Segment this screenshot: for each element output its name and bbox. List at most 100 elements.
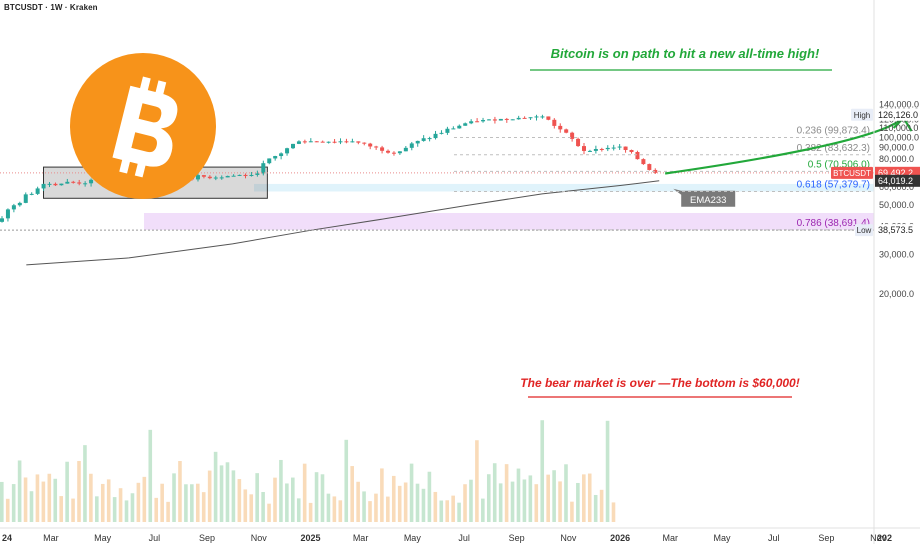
- bitcoin-logo-glyph: [112, 76, 178, 178]
- low-value: 38,573.5: [878, 225, 913, 235]
- x-tick-label: May: [94, 533, 112, 543]
- candle-up: [486, 119, 491, 121]
- price-tags: High 126,126.0 BTCUSDT 69,492.264,019.2 Low 3…: [831, 108, 920, 237]
- volume-bar: [124, 500, 129, 522]
- candle-down: [201, 175, 206, 177]
- candle-down: [599, 148, 604, 150]
- candle-down: [570, 132, 575, 139]
- bitcoin-b-bar: [134, 161, 146, 178]
- fib-0786-band: [144, 212, 874, 230]
- candle-up: [291, 143, 296, 149]
- y-tick-label: 110,000.0: [879, 123, 918, 133]
- volume-bar: [261, 491, 265, 522]
- candle-up: [285, 148, 290, 154]
- volume-bar: [160, 483, 164, 522]
- volume-bar: [546, 474, 550, 522]
- volume-bar: [368, 501, 372, 522]
- candle-up: [481, 120, 486, 122]
- volume-bar: [213, 451, 218, 522]
- high-tag: [851, 108, 873, 121]
- y-tick-label: 80,000.0: [879, 154, 914, 164]
- volume-bar: [172, 473, 176, 522]
- volume-bar: [528, 475, 533, 522]
- candlestick-series: [0, 114, 658, 223]
- bitcoin-b-bar: [119, 158, 131, 174]
- x-tick-label: May: [713, 533, 731, 543]
- volume-bar: [231, 470, 236, 522]
- candle-up: [0, 218, 4, 222]
- x-tick-label: Sep: [509, 533, 525, 543]
- y-tick-label: 100,000.0: [879, 132, 919, 142]
- x-tick-label: Mar: [43, 533, 59, 543]
- candle-up: [195, 175, 200, 180]
- x-tick-label: Jul: [149, 533, 161, 543]
- volume-bar: [201, 492, 206, 522]
- candle-up: [587, 150, 592, 152]
- volume-bar: [510, 481, 515, 522]
- volume-bar: [100, 483, 105, 522]
- volume-bar: [552, 470, 556, 522]
- y-axis: 140,000.0130,000.0120,000.0110,000.0100,…: [879, 100, 919, 299]
- volume-bar: [291, 477, 295, 522]
- symbol-header: BTCUSDT · 1W · Kraken: [4, 3, 98, 12]
- volume-bar: [391, 475, 396, 522]
- projection-arrow: [664, 117, 905, 175]
- volume-bar: [83, 445, 87, 522]
- volume-bar: [397, 485, 402, 522]
- volume-bar: [95, 496, 99, 522]
- candle-up: [23, 194, 28, 203]
- candle-up: [231, 175, 236, 177]
- candle-up: [439, 132, 444, 134]
- bitcoin-b-bar: [155, 80, 167, 96]
- candle-up: [540, 116, 545, 118]
- y-tick-label: 50,000.0: [879, 200, 914, 210]
- candle-up: [225, 175, 230, 178]
- candle-up: [605, 147, 610, 150]
- volume-bar: [534, 484, 539, 522]
- candle-down: [302, 141, 307, 143]
- volume-bar: [53, 478, 58, 522]
- high-value: 126,126.0: [878, 110, 918, 120]
- candle-up: [5, 209, 10, 219]
- candle-up: [219, 177, 224, 179]
- ema233-tag: EMA233: [673, 188, 736, 207]
- ema233-tag-bg: [673, 188, 736, 207]
- candle-down: [71, 181, 76, 183]
- low-tag-text: Low: [857, 226, 872, 235]
- volume-bar: [136, 482, 141, 522]
- volume-bar: [225, 462, 230, 522]
- candle-down: [475, 121, 480, 123]
- candle-up: [498, 118, 503, 121]
- volume-bar: [130, 493, 135, 522]
- x-tick-label: Mar: [353, 533, 369, 543]
- volume-bar: [516, 468, 521, 522]
- volume-bar: [403, 482, 408, 522]
- volume-bar: [207, 470, 212, 522]
- candle-down: [374, 146, 379, 148]
- volume-bar: [522, 479, 527, 522]
- candle-down: [623, 146, 628, 150]
- candle-down: [243, 174, 248, 177]
- volume-bar: [427, 471, 432, 522]
- volume-bar: [320, 474, 325, 522]
- volume-bar: [558, 481, 562, 522]
- last-tag-text: BTCUSDT: [833, 169, 871, 178]
- volume-bar: [65, 461, 69, 522]
- candle-down: [368, 143, 373, 147]
- candle-up: [451, 128, 456, 130]
- volume-bar: [326, 493, 331, 522]
- x-tick-label: 24: [2, 533, 12, 543]
- volume-bar: [332, 496, 337, 522]
- candle-up: [213, 177, 218, 179]
- volume-bar: [35, 474, 40, 522]
- volume-bar: [498, 483, 503, 522]
- candle-up: [273, 156, 278, 159]
- candle-down: [492, 119, 497, 121]
- volume-bar: [362, 491, 366, 522]
- candle-up: [534, 116, 539, 118]
- candle-up: [47, 183, 52, 185]
- volume-bar: [118, 488, 123, 522]
- bitcoin-b-bar: [139, 76, 151, 93]
